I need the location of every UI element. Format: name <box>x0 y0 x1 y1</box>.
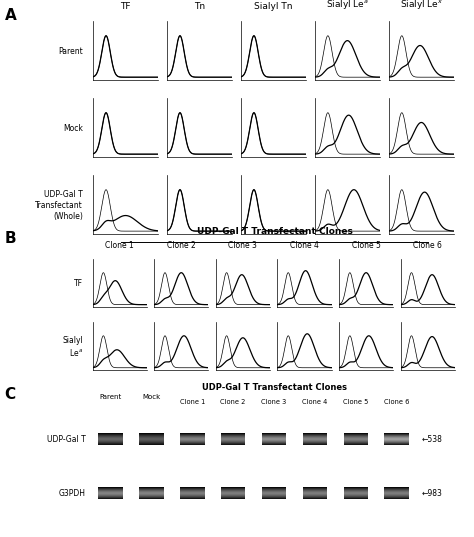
Text: Clone 3: Clone 3 <box>261 400 287 405</box>
Text: UDP-Gal T Transfectant Clones: UDP-Gal T Transfectant Clones <box>197 227 353 236</box>
Text: Clone 6: Clone 6 <box>413 241 442 250</box>
Text: ←538: ←538 <box>422 434 443 444</box>
Text: TF: TF <box>74 279 83 288</box>
Text: Sialyl Tn: Sialyl Tn <box>254 2 292 11</box>
Text: Clone 1: Clone 1 <box>105 241 134 250</box>
Text: TF: TF <box>120 2 131 11</box>
Text: Mock: Mock <box>142 394 161 400</box>
Text: Clone 3: Clone 3 <box>228 241 257 250</box>
Text: B: B <box>5 231 17 246</box>
Text: ←983: ←983 <box>422 489 443 498</box>
Text: Sialyl
Le$^a$: Sialyl Le$^a$ <box>62 336 83 358</box>
Text: A: A <box>5 8 17 23</box>
Text: UDP-Gal T
Transfectant
(Whole): UDP-Gal T Transfectant (Whole) <box>35 190 83 221</box>
Text: Clone 5: Clone 5 <box>343 400 368 405</box>
Text: UDP-Gal T Transfectant Clones: UDP-Gal T Transfectant Clones <box>201 383 346 392</box>
Text: Clone 2: Clone 2 <box>167 241 196 250</box>
Text: Clone 1: Clone 1 <box>180 400 205 405</box>
Text: Sialyl Le$^a$: Sialyl Le$^a$ <box>326 0 369 11</box>
Text: C: C <box>5 387 16 402</box>
Text: Clone 4: Clone 4 <box>290 241 319 250</box>
Text: Clone 4: Clone 4 <box>302 400 328 405</box>
Text: Sialyl Le$^x$: Sialyl Le$^x$ <box>400 0 443 11</box>
Text: Parent: Parent <box>58 47 83 56</box>
Text: G3PDH: G3PDH <box>58 489 85 498</box>
Text: UDP-Gal T: UDP-Gal T <box>46 434 85 444</box>
Text: Clone 6: Clone 6 <box>384 400 410 405</box>
Text: Mock: Mock <box>63 125 83 133</box>
Text: Tn: Tn <box>194 2 205 11</box>
Text: Parent: Parent <box>100 394 122 400</box>
Text: Clone 2: Clone 2 <box>220 400 246 405</box>
Text: Clone 5: Clone 5 <box>352 241 381 250</box>
